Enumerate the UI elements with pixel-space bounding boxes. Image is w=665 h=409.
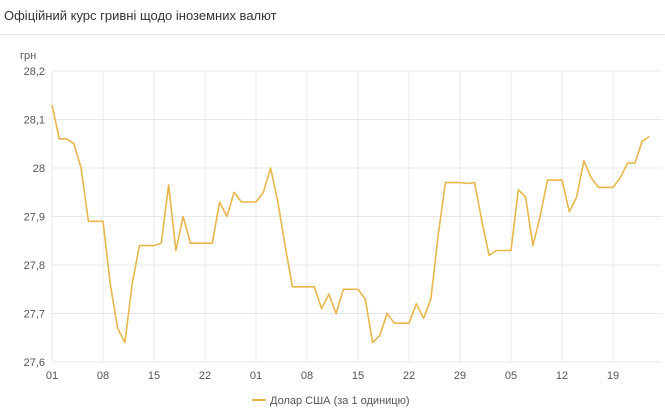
y-tick-label: 28,2	[24, 66, 45, 78]
x-tick-label: 08	[97, 370, 109, 382]
x-tick-label: 08	[301, 370, 313, 382]
y-tick-label: 28,1	[24, 115, 45, 127]
x-tick-label: 15	[352, 370, 364, 382]
x-tick-label: 12	[556, 370, 568, 382]
y-axis-label: грн	[20, 50, 36, 62]
y-tick-label: 27,7	[24, 309, 45, 321]
x-tick-label: 22	[199, 370, 211, 382]
x-tick-label: 15	[148, 370, 160, 382]
page-title: Офіційний курс гривні щодо іноземних вал…	[4, 8, 277, 23]
x-tick-label: 19	[607, 370, 619, 382]
y-tick-label: 27,6	[24, 357, 45, 369]
header-divider	[0, 34, 665, 35]
x-tick-label: 22	[403, 370, 415, 382]
x-tick-label: 05	[505, 370, 517, 382]
y-tick-label: 27,9	[24, 212, 45, 224]
x-tick-label: 01	[250, 370, 262, 382]
y-tick-label: 28	[33, 163, 45, 175]
grid	[51, 70, 662, 363]
series-line-usd	[51, 104, 650, 344]
legend-label-usd: Долар США (за 1 одиницю)	[270, 395, 410, 407]
x-axis: 01 08 15 22 01 08 15 22 29 05 12 19	[46, 370, 619, 382]
y-axis: 27,6 27,7 27,8 27,9 28 28,1 28,2	[24, 66, 45, 369]
y-tick-label: 27,8	[24, 260, 45, 272]
x-tick-label: 01	[46, 370, 58, 382]
x-tick-label: 29	[454, 370, 466, 382]
legend[interactable]: Долар США (за 1 одиницю)	[252, 395, 410, 407]
